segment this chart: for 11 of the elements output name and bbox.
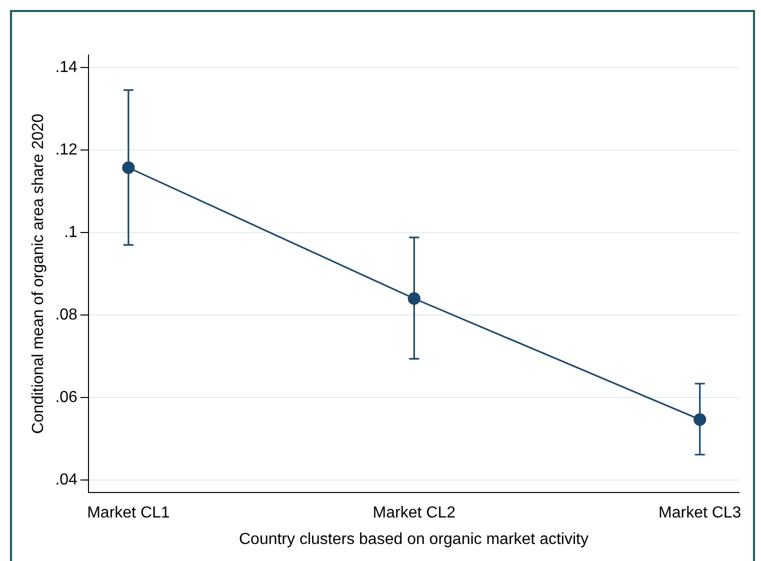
y-tick-label: .1 xyxy=(64,224,78,241)
x-tick-label: Market CL1 xyxy=(87,504,170,522)
y-tick-label: .12 xyxy=(55,141,78,158)
x-tick-label: Market CL2 xyxy=(372,504,456,522)
y-tick-label: .08 xyxy=(55,306,78,324)
x-axis-title: Country clusters based on organic market activity xyxy=(238,530,588,548)
x-tick-label: Market CL3 xyxy=(658,504,742,522)
y-tick-label: .06 xyxy=(55,389,78,406)
y-tick-label: .14 xyxy=(55,58,78,76)
y-axis-title: Conditional mean of organic area share 2020 xyxy=(30,114,48,434)
y-tick-label: .04 xyxy=(55,472,78,489)
